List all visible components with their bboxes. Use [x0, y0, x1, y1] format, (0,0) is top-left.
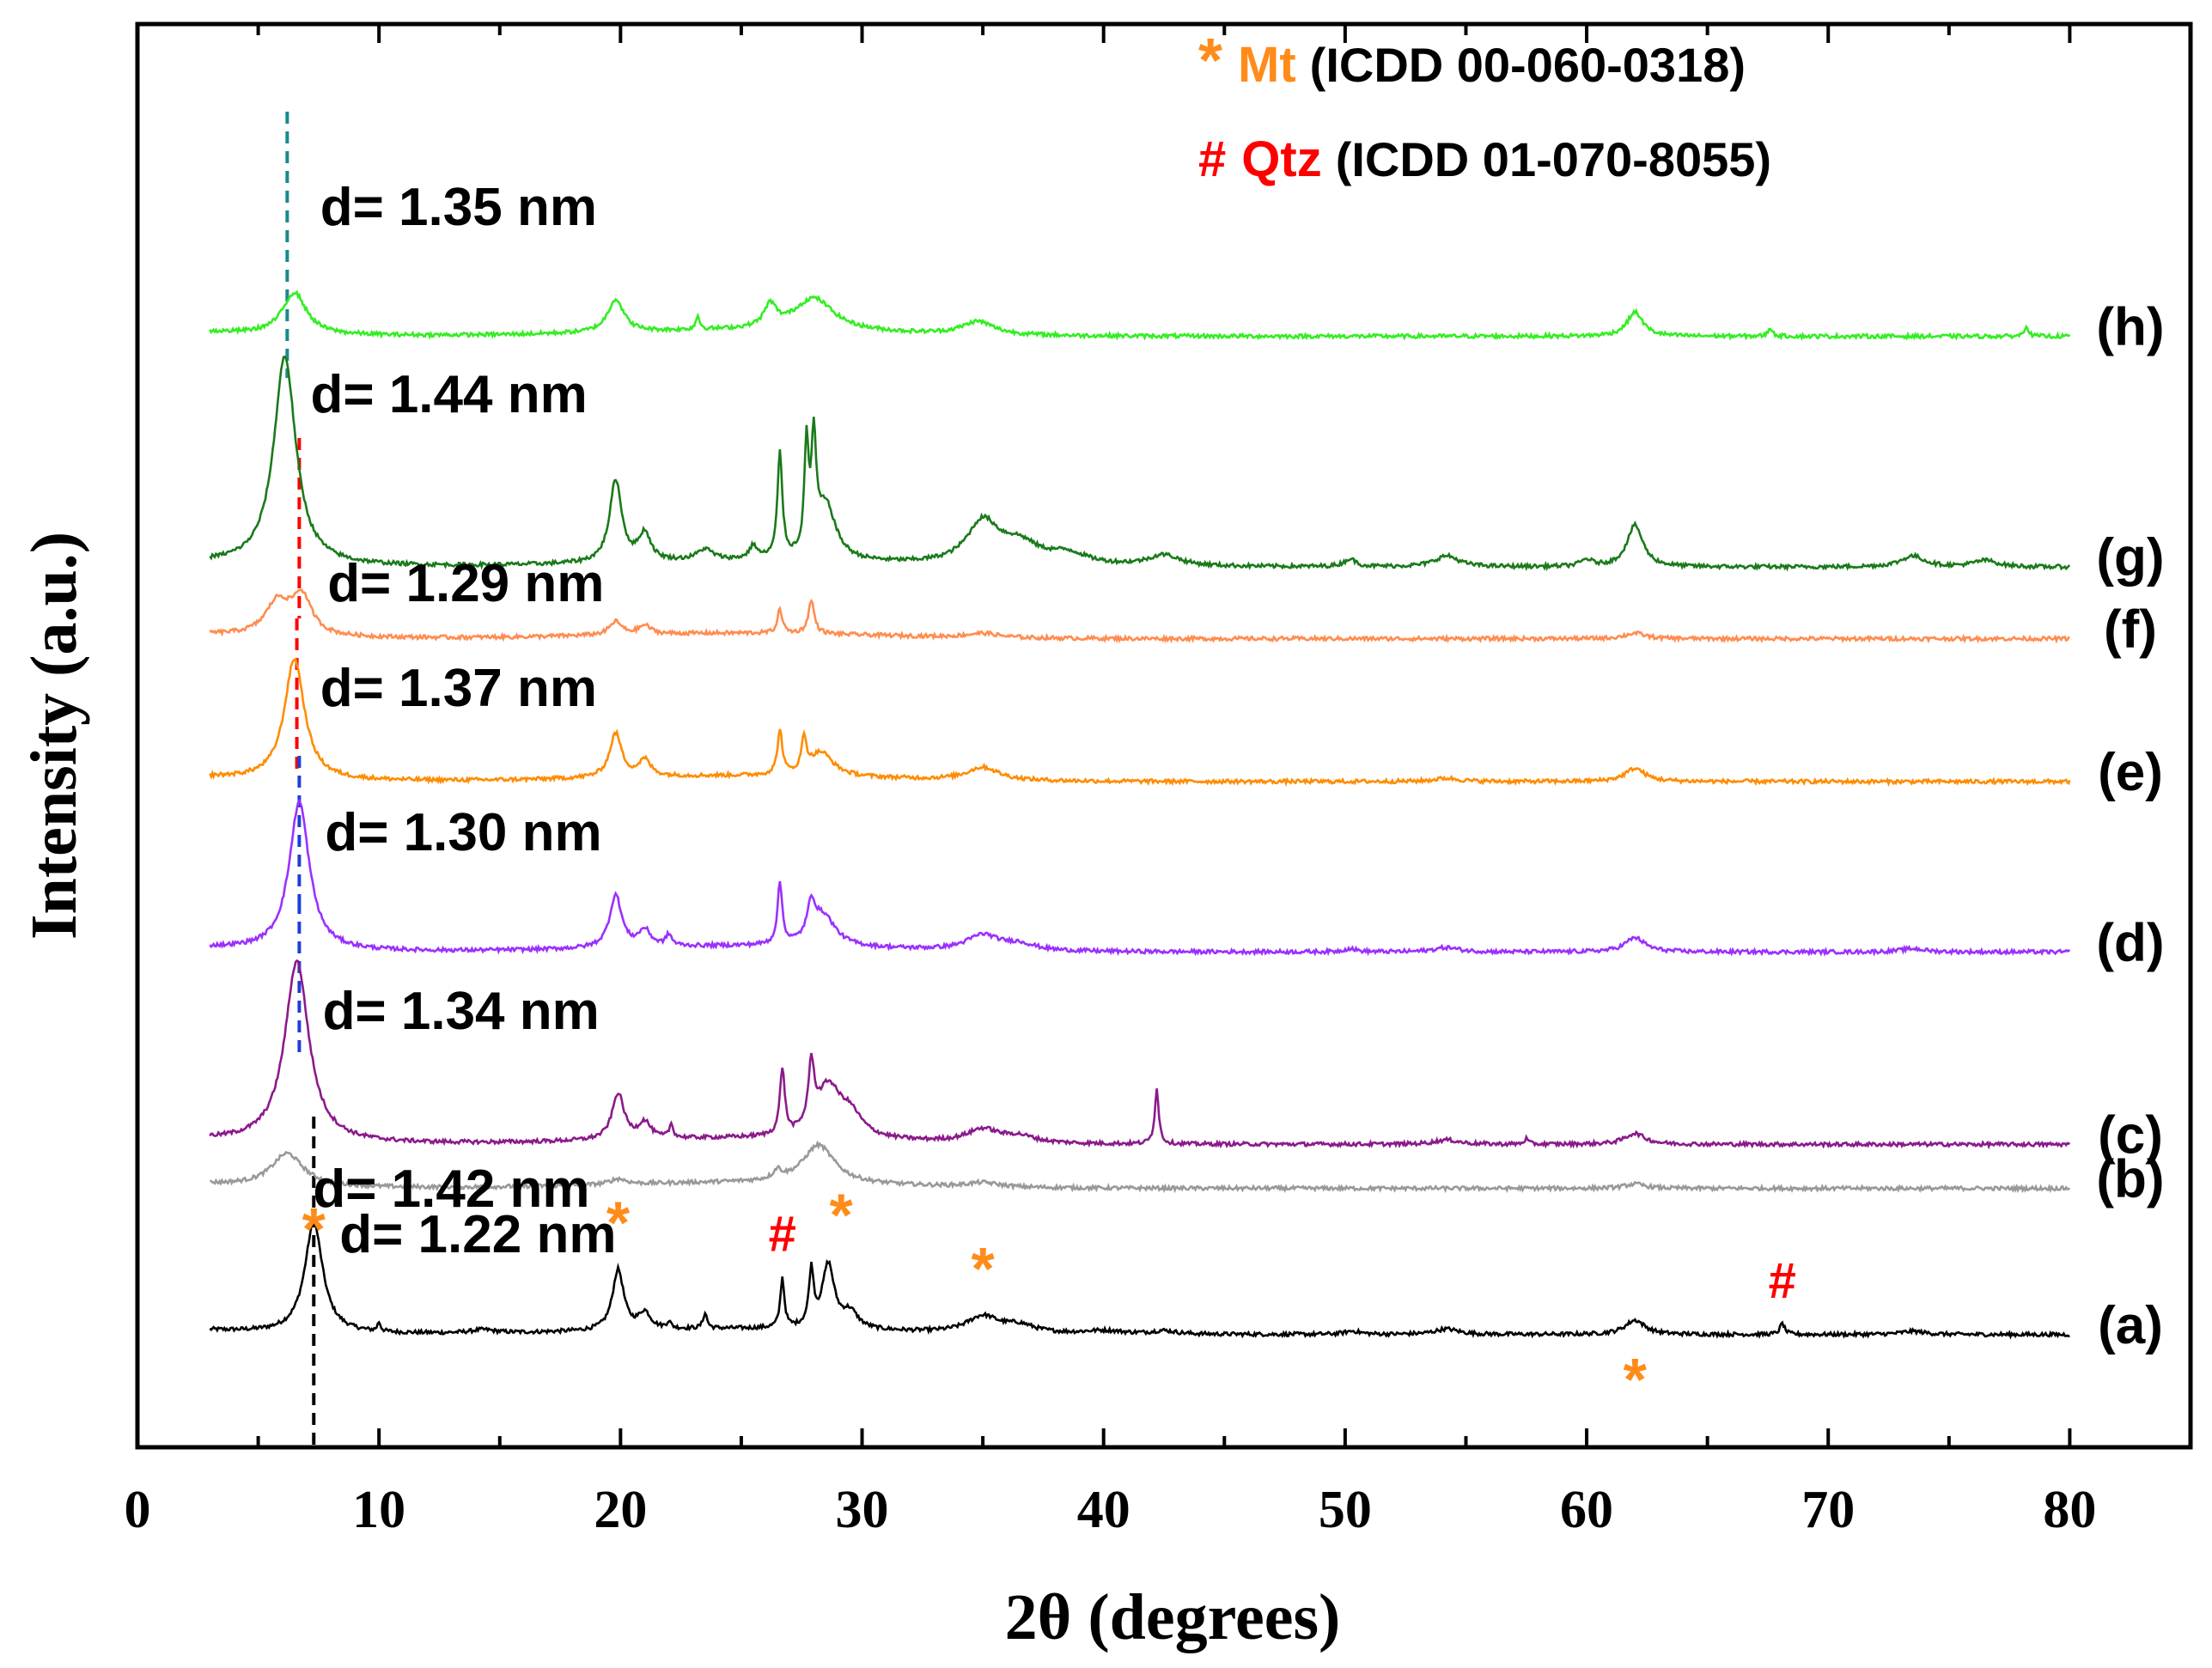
mt-marker-1: *: [606, 1189, 631, 1256]
series-label-a: (a): [2098, 1296, 2163, 1355]
y-axis-title: Intensity (a.u.): [18, 532, 90, 940]
series-line-d: [209, 798, 2071, 957]
annotations: (a)(b)(c)(d)(e)(f)(g)(h)d= 1.22 nmd= 1.4…: [302, 27, 2165, 1413]
pattern-series: [209, 289, 2071, 1340]
x-tick-label-20: 20: [594, 1481, 647, 1539]
plot-frame: [135, 21, 2193, 1450]
series-label-b: (b): [2096, 1150, 2164, 1209]
series-label-g: (g): [2096, 528, 2164, 587]
legend-ref-0: (ICDD 00-060-0318): [1310, 38, 1746, 92]
x-tick-label-30: 30: [836, 1481, 889, 1539]
series-line-b: [210, 1140, 2071, 1194]
legend-ref-1: (ICDD 01-070-8055): [1336, 132, 1771, 186]
d-spacing-label-c: d= 1.34 nm: [323, 982, 600, 1041]
axes: 0 10 20 30 40 50 60 70 80 2θ (degrees) Intensity (…: [18, 21, 2193, 1653]
qtz-marker-2: #: [769, 1207, 796, 1263]
x-tick-label-10: 10: [352, 1481, 405, 1539]
series-line-c: [209, 959, 2071, 1150]
x-tick-label-60: 60: [1560, 1481, 1613, 1539]
x-tick-label-80: 80: [2043, 1481, 2096, 1539]
d-spacing-label-b: d= 1.42 nm: [313, 1160, 589, 1219]
series-label-e: (e): [2098, 743, 2163, 802]
x-tick-label-70: 70: [1801, 1481, 1855, 1539]
mt-marker-3: *: [830, 1182, 854, 1249]
legend-entry-qtz: # Qtz (ICDD 01-070-8055): [1198, 131, 1771, 187]
series-line-e: [209, 657, 2071, 788]
series-label-c: (c): [2098, 1105, 2163, 1165]
mt-marker-4: *: [971, 1235, 995, 1302]
x-axis-title: 2θ (degrees): [1005, 1581, 1341, 1653]
d-spacing-label-h: d= 1.35 nm: [320, 178, 597, 237]
d-spacing-label-d: d= 1.30 nm: [325, 803, 601, 862]
legend-entry-mt: * Mt (ICDD 00-060-0318): [1198, 27, 1746, 95]
qtz-marker-6: #: [1769, 1253, 1796, 1309]
legend-symbol-0: *: [1198, 27, 1222, 95]
series-label-d: (d): [2096, 913, 2164, 972]
series-label-f: (f): [2104, 600, 2157, 660]
d-spacing-label-a: d= 1.22 nm: [339, 1205, 616, 1264]
mt-marker-0: *: [302, 1196, 326, 1263]
legend-symbol-1: #: [1198, 131, 1226, 187]
d-spacing-label-g: d= 1.44 nm: [311, 365, 588, 424]
series-line-f: [209, 588, 2070, 644]
mt-marker-5: *: [1624, 1346, 1648, 1413]
x-tick-label-0: 0: [125, 1481, 151, 1539]
d-spacing-label-e: d= 1.37 nm: [320, 659, 597, 718]
d-spacing-label-f: d= 1.29 nm: [327, 554, 604, 613]
x-tick-label-50: 50: [1319, 1481, 1372, 1539]
series-label-h: (h): [2096, 298, 2164, 357]
x-tick-label-40: 40: [1077, 1481, 1130, 1539]
legend-name-1: Qtz: [1241, 131, 1321, 187]
series-line-h: [209, 289, 2071, 342]
series-line-a: [209, 1221, 2070, 1340]
legend-name-0: Mt: [1238, 37, 1296, 93]
series-line-g: [209, 355, 2071, 572]
